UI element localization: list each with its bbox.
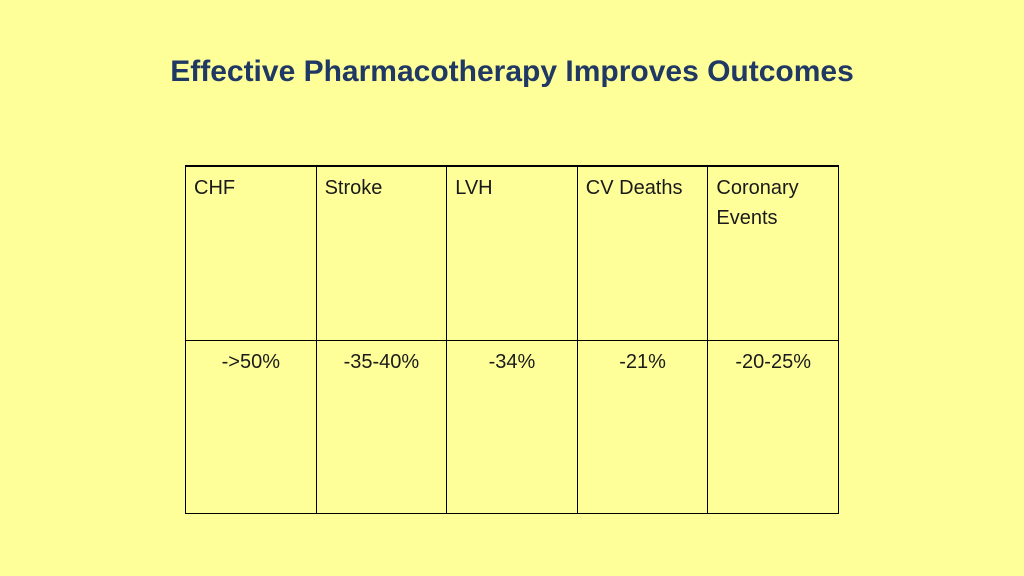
header-cell-stroke: Stroke	[315, 165, 448, 341]
value-cell-stroke: -35-40%	[315, 339, 448, 514]
header-cell-lvh: LVH	[446, 165, 578, 341]
value-cell-cv-deaths: -21%	[576, 339, 709, 514]
value-cell-coronary-events: -20-25%	[707, 339, 839, 514]
outcomes-table: CHF Stroke LVH CV Deaths Coronary Events…	[185, 165, 839, 514]
header-cell-chf: CHF	[185, 165, 317, 341]
table-value-row: ->50% -35-40% -34% -21% -20-25%	[185, 339, 839, 514]
table-header-row: CHF Stroke LVH CV Deaths Coronary Events	[185, 165, 839, 341]
header-cell-cv-deaths: CV Deaths	[576, 165, 709, 341]
header-cell-coronary-events: Coronary Events	[707, 165, 839, 341]
slide-title: Effective Pharmacotherapy Improves Outco…	[170, 55, 854, 88]
value-cell-chf: ->50%	[185, 339, 317, 514]
value-cell-lvh: -34%	[446, 339, 578, 514]
